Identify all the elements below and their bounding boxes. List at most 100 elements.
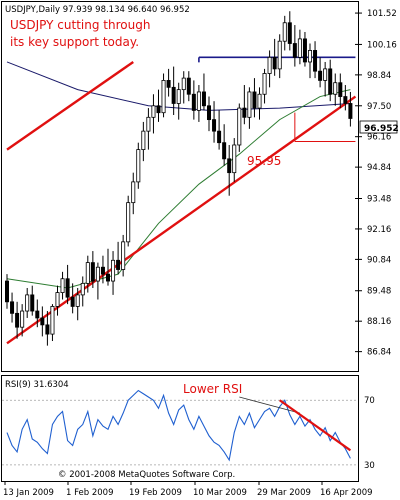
price-y-tick-label: 90.84 (367, 255, 391, 265)
candle-up (267, 56, 272, 74)
candle-up (121, 241, 126, 270)
rsi-y-tick-label: 30 (364, 461, 375, 471)
x-tick-label: 16 Apr 2009 (320, 488, 373, 498)
candle-down (45, 324, 50, 335)
price-y-tick-label: 92.16 (367, 225, 391, 235)
candle-down (318, 70, 323, 81)
candle-up (85, 262, 90, 284)
candle-up (75, 294, 80, 307)
candle-down (338, 82, 343, 97)
rsi-header: RSI(9) 31.6304 (5, 380, 69, 390)
annotation-line-1: USDJPY cutting through (10, 18, 150, 32)
candle-up (80, 282, 85, 296)
candle-down (227, 158, 232, 174)
candle-down (116, 259, 121, 270)
candle-down (292, 43, 297, 58)
upper-trend-line (6, 60, 134, 151)
price-y-tick-label: 101.52 (367, 9, 397, 19)
rsi-line (6, 389, 351, 462)
candle-down (328, 68, 333, 95)
rsi-y-tick-label: 70 (364, 396, 375, 406)
candle-down (252, 91, 257, 109)
candle-up (297, 38, 302, 58)
support-level-label: 95.95 (247, 154, 281, 168)
candle-down (40, 317, 45, 326)
candle-down (343, 96, 348, 104)
candle-down (222, 142, 227, 160)
candle-up (323, 68, 328, 81)
price-y-tick-labels: 101.52 100.16 98.84 97.50 96.16 94.84 93.48 92.… (367, 9, 397, 358)
candle-up (232, 144, 237, 174)
candle-down (70, 296, 75, 307)
candle-down (166, 80, 171, 88)
price-y-tick-label: 93.48 (367, 194, 391, 204)
candle-up (60, 278, 65, 293)
last-price-tag: 96.952 (364, 124, 399, 134)
price-y-tick-label: 100.16 (367, 40, 397, 50)
candle-down (106, 273, 111, 282)
price-y-tick-label: 98.84 (367, 71, 391, 81)
candle-down (191, 93, 196, 111)
rsi-y-tick-labels: 70 30 (364, 396, 375, 471)
candle-down (35, 310, 40, 319)
candle-up (282, 22, 287, 42)
candlesticks (5, 11, 353, 346)
price-y-tick-label: 86.84 (367, 348, 391, 358)
price-gridlines (355, 12, 362, 353)
candle-down (348, 103, 353, 119)
candle-down (5, 280, 10, 303)
price-panel-frame (1, 1, 359, 372)
candle-up (257, 93, 262, 109)
candle-down (15, 312, 20, 328)
candle-down (313, 50, 318, 72)
candle-up (262, 73, 267, 95)
candle-up (126, 202, 131, 243)
candle-up (136, 149, 141, 183)
candle-down (186, 77, 191, 95)
candle-up (55, 292, 60, 307)
candle-up (161, 80, 166, 114)
candle-up (25, 294, 30, 312)
candle-up (131, 181, 136, 204)
candle-down (30, 294, 35, 312)
rsi-annotation: Lower RSI (183, 382, 242, 396)
x-tick-label: 19 Feb 2009 (129, 488, 182, 498)
rsi-series (6, 389, 352, 462)
candle-up (141, 130, 146, 150)
price-y-tick-label: 89.48 (367, 287, 391, 297)
trend-lines (6, 56, 357, 345)
candle-down (156, 105, 161, 114)
candle-up (151, 105, 156, 118)
x-tick-label: 1 Feb 2009 (66, 488, 114, 498)
x-tick-label: 29 Mar 2009 (257, 488, 311, 498)
candle-up (146, 116, 151, 132)
candle-down (287, 22, 292, 44)
rsi-annotation-pointer (239, 396, 301, 414)
rsi-panel-frame (1, 375, 359, 482)
candle-up (181, 77, 186, 91)
rsi-divergence-line (279, 399, 352, 452)
candle-up (247, 91, 252, 118)
copyright-text: © 2001-2008 MetaQuotes Software Corp. (58, 470, 235, 480)
price-y-tick-label: 88.16 (367, 317, 391, 327)
x-tick-label: 10 Mar 2009 (193, 488, 247, 498)
price-y-tick-label: 97.50 (367, 102, 391, 112)
candle-down (212, 119, 217, 132)
price-y-tick-label: 94.84 (367, 163, 391, 173)
candle-down (242, 107, 247, 118)
x-tick-label: 13 Jan 2009 (3, 488, 54, 498)
candle-up (20, 310, 25, 328)
x-tick-labels: 13 Jan 2009 1 Feb 2009 19 Feb 2009 10 Mar 2… (3, 481, 373, 498)
candle-down (272, 56, 277, 70)
candle-up (196, 91, 201, 111)
candle-down (201, 91, 206, 107)
candle-down (206, 105, 211, 121)
candle-down (217, 130, 222, 144)
price-y-tick-label: 96.16 (367, 133, 391, 143)
candle-down (10, 301, 15, 314)
candle-down (90, 262, 95, 282)
candle-up (307, 50, 312, 63)
candle-up (176, 89, 181, 104)
candle-up (50, 306, 55, 335)
candle-up (277, 40, 282, 70)
